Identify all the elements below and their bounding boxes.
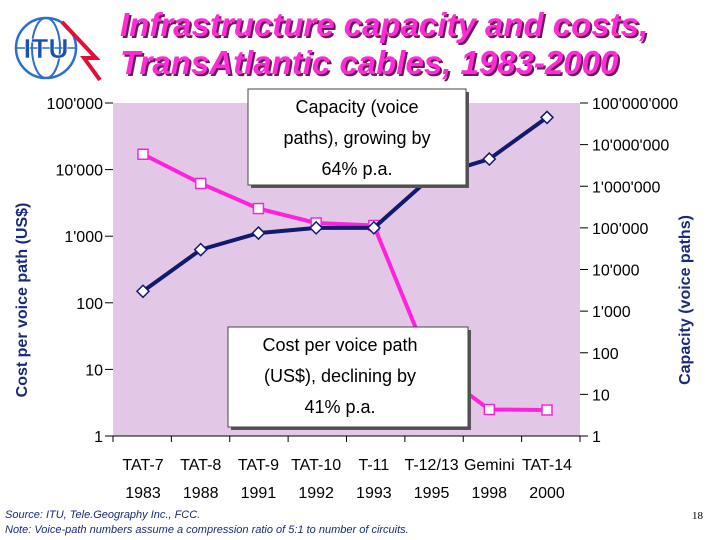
right-tick-label: 10'000 — [592, 263, 640, 280]
cost-point — [541, 404, 553, 416]
x-tick-label: TAT-9 — [238, 457, 279, 474]
cost-point — [252, 202, 265, 215]
x-tick-label: Gemini — [464, 457, 515, 474]
footnote: Note: Voice-path numbers assume a compre… — [5, 524, 409, 536]
right-tick-label: 1 — [592, 429, 601, 446]
left-tick-label: 100'000 — [47, 96, 104, 113]
x-year-label: 1991 — [241, 485, 277, 502]
cost-point — [137, 148, 149, 161]
y-axis-title-left: Cost per voice path (US$) — [14, 203, 31, 398]
left-tick-label: 10 — [85, 362, 103, 379]
capacity-point — [309, 220, 324, 235]
capacity-point — [251, 226, 266, 241]
right-tick-label: 10'000'000 — [592, 138, 669, 155]
annotation-text: Capacity (voice — [295, 97, 418, 117]
x-year-label: 1998 — [471, 485, 507, 502]
annotation-box — [247, 88, 467, 186]
source-note: Source: ITU, Tele.Geography Inc., FCC. — [5, 509, 201, 521]
right-tick-label: 10 — [592, 387, 610, 404]
x-tick-label: T-12/13 — [404, 457, 458, 474]
left-tick-label: 1'000 — [64, 229, 103, 246]
x-tick-label: T-11 — [358, 457, 389, 474]
title-line-1: Infrastructure capacity and costs, — [120, 6, 649, 43]
right-tick-label: 100'000'000 — [592, 96, 678, 113]
annotation-text: paths), growing by — [283, 128, 430, 148]
left-tick-label: 10'000 — [55, 163, 103, 180]
annotation-text: 41% p.a. — [304, 397, 375, 417]
capacity-point — [539, 110, 555, 125]
capacity-point — [193, 242, 208, 257]
x-tick-label: TAT-10 — [291, 457, 341, 474]
right-tick-label: 100'000 — [592, 221, 649, 238]
annotation-text: Cost per voice path — [262, 335, 417, 355]
chart-title: Infrastructure capacity and costs, Trans… — [120, 6, 720, 82]
right-tick-label: 1'000 — [592, 304, 631, 321]
left-tick-label: 100 — [76, 296, 103, 313]
capacity-series-line — [141, 115, 549, 293]
logo-text: ITU — [23, 33, 68, 64]
page-number: 18 — [692, 510, 703, 522]
itu-logo: ITU — [14, 16, 102, 82]
x-year-label: 1983 — [125, 485, 161, 502]
cost-series-line — [142, 152, 548, 412]
right-tick-label: 100 — [592, 346, 619, 363]
x-tick-label: TAT-7 — [122, 457, 163, 474]
x-year-label: 1995 — [414, 485, 450, 502]
x-tick-label: TAT-14 — [522, 457, 572, 474]
x-year-label: 1992 — [298, 485, 334, 502]
capacity-point — [366, 220, 381, 235]
x-tick-label: TAT-8 — [180, 457, 221, 474]
capacity-point — [135, 284, 151, 299]
title-line-2: TransAtlantic cables, 1983-2000 — [120, 44, 619, 81]
cost-point — [194, 177, 207, 190]
capacity-point — [482, 151, 497, 167]
right-tick-label: 1'000'000 — [592, 179, 661, 196]
annotation-text: 64% p.a. — [321, 159, 392, 179]
x-year-label: 1993 — [356, 485, 392, 502]
annotation-text: (US$), declining by — [264, 366, 416, 386]
left-tick-label: 1 — [94, 429, 103, 446]
x-year-label: 2000 — [529, 485, 565, 502]
cost-point — [483, 403, 496, 416]
x-year-label: 1988 — [183, 485, 219, 502]
y-axis-title-right: Capacity (voice paths) — [677, 215, 694, 385]
annotation-box — [227, 326, 469, 428]
